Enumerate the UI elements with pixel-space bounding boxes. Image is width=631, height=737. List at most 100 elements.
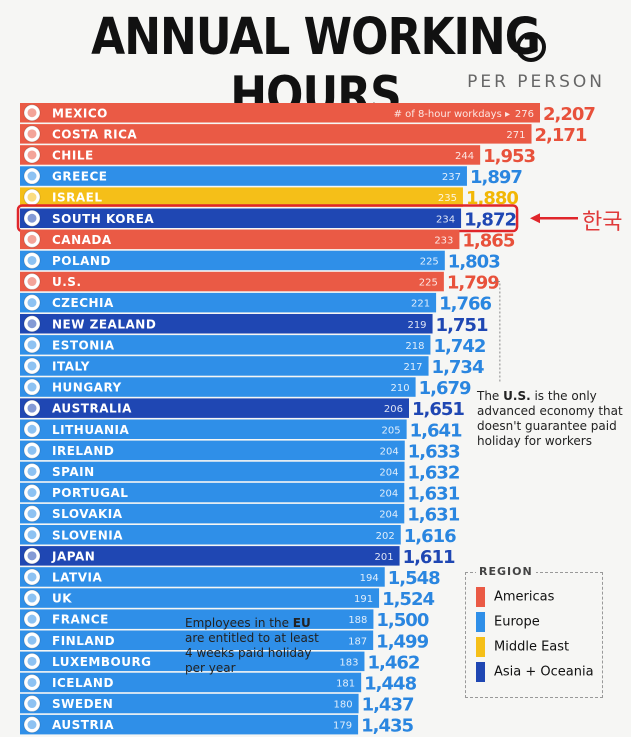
country-label: FINLAND — [52, 634, 115, 648]
flag-mark — [27, 488, 37, 498]
hours-label: 1,462 — [367, 652, 419, 673]
country-label: SPAIN — [52, 465, 95, 479]
bar — [20, 588, 380, 608]
country-label: AUSTRIA — [52, 718, 114, 732]
bar-row-u-s-: U.S. 225 1,799 — [20, 271, 500, 294]
bar — [20, 292, 437, 313]
hours-label: 1,448 — [364, 673, 416, 694]
workdays-label: 218 — [405, 341, 424, 352]
bar-row-new-zealand: NEW ZEALAND 219 1,751 — [20, 314, 489, 336]
hours-label: 1,872 — [464, 209, 516, 230]
bar-row-ireland: IRELAND 204 1,633 — [20, 440, 461, 462]
bar — [20, 672, 362, 693]
country-label: ITALY — [52, 359, 90, 373]
bar — [20, 693, 359, 714]
country-label: PORTUGAL — [52, 486, 128, 500]
hours-label: 1,631 — [407, 484, 459, 505]
bar-row-costa-rica: COSTA RICA 271 2,171 — [20, 124, 588, 146]
bar-row-uk: UK 191 1,524 — [20, 588, 435, 610]
country-label: POLAND — [52, 254, 111, 268]
bar — [20, 377, 416, 397]
flag-mark — [27, 572, 37, 582]
hours-label: 1,631 — [407, 505, 459, 526]
country-label: MEXICO — [52, 106, 108, 120]
bar-row-hungary: HUNGARY 210 1,679 — [20, 377, 472, 399]
hours-label: 1,799 — [447, 273, 499, 294]
legend-swatch — [476, 637, 485, 657]
country-label: CANADA — [52, 233, 112, 247]
workdays-label: 183 — [339, 657, 358, 668]
hours-label: 1,880 — [466, 188, 518, 209]
bar — [20, 461, 405, 482]
flag-mark — [27, 424, 37, 434]
note-leader — [493, 281, 501, 382]
hours-label: 1,499 — [376, 631, 428, 652]
bar — [20, 482, 405, 503]
legend-swatch — [476, 612, 485, 632]
workdays-label: 219 — [407, 320, 426, 331]
hours-label: 1,953 — [483, 146, 535, 167]
bar-row-south-korea: SOUTH KOREA 234 1,872 — [20, 208, 517, 230]
eu-note: Employees in the EU are entitled to at l… — [185, 616, 319, 675]
bar — [20, 229, 460, 250]
bar-row-france: FRANCE 188 1,500 — [20, 609, 430, 631]
bar — [20, 145, 481, 165]
flag-mark — [27, 466, 37, 476]
hours-label: 1,742 — [433, 336, 485, 357]
bar-row-estonia: ESTONIA 218 1,742 — [20, 335, 486, 357]
flag-mark — [27, 614, 37, 624]
bar — [20, 398, 409, 418]
flag-mark — [27, 361, 37, 371]
country-label: LUXEMBOURG — [52, 655, 152, 669]
bar-row-spain: SPAIN 204 1,632 — [20, 461, 460, 483]
bar-row-latvia: LATVIA 194 1,548 — [20, 567, 441, 589]
flag-mark — [27, 656, 37, 666]
bar — [20, 187, 463, 207]
hours-label: 1,500 — [376, 610, 428, 631]
flag-mark — [27, 255, 37, 265]
hours-label: 1,611 — [403, 547, 455, 568]
bar-row-chile: CHILE 244 1,953 — [20, 145, 537, 167]
flag-mark — [27, 234, 37, 244]
bar — [20, 567, 385, 587]
workdays-label: 221 — [411, 299, 430, 310]
bar — [20, 714, 359, 735]
flag-mark — [27, 677, 37, 687]
hours-label: 1,751 — [436, 315, 488, 336]
us-note: The U.S. is the only advanced economy th… — [477, 389, 623, 448]
bar-row-iceland: ICELAND 181 1,448 — [20, 672, 418, 694]
bar-row-sweden: SWEDEN 180 1,437 — [20, 693, 415, 716]
country-label: CZECHIA — [52, 296, 114, 310]
flag-mark — [27, 213, 37, 223]
workdays-label: 235 — [438, 193, 457, 204]
legend-item-middle-east: Middle East — [476, 637, 569, 657]
bar — [20, 503, 405, 524]
country-label: HUNGARY — [52, 381, 122, 395]
bar — [20, 335, 431, 355]
legend-swatch — [476, 587, 485, 607]
bar — [20, 356, 429, 376]
workdays-label: 179 — [333, 721, 352, 732]
hours-label: 1,651 — [412, 399, 464, 420]
page-subtitle: PER PERSON — [467, 72, 605, 92]
country-label: IRELAND — [52, 444, 114, 458]
country-label: FRANCE — [52, 613, 109, 627]
hours-label: 1,616 — [404, 526, 456, 547]
flag-mark — [27, 720, 37, 730]
flag-mark — [27, 530, 37, 540]
workdays-label: 233 — [434, 235, 453, 246]
bar — [20, 208, 462, 228]
korean-label: 한국 — [582, 210, 623, 235]
country-label: AUSTRALIA — [52, 402, 132, 416]
country-label: SLOVAKIA — [52, 507, 123, 521]
bar — [20, 440, 405, 461]
hours-label: 1,435 — [361, 716, 413, 737]
country-label: UK — [52, 592, 72, 606]
flag-mark — [27, 382, 37, 392]
flag-mark — [27, 319, 37, 329]
arrowhead-icon — [530, 213, 540, 224]
bar-row-canada: CANADA 233 1,865 — [20, 229, 516, 251]
workdays-label: 201 — [374, 552, 393, 563]
workdays-label: 187 — [348, 636, 367, 647]
